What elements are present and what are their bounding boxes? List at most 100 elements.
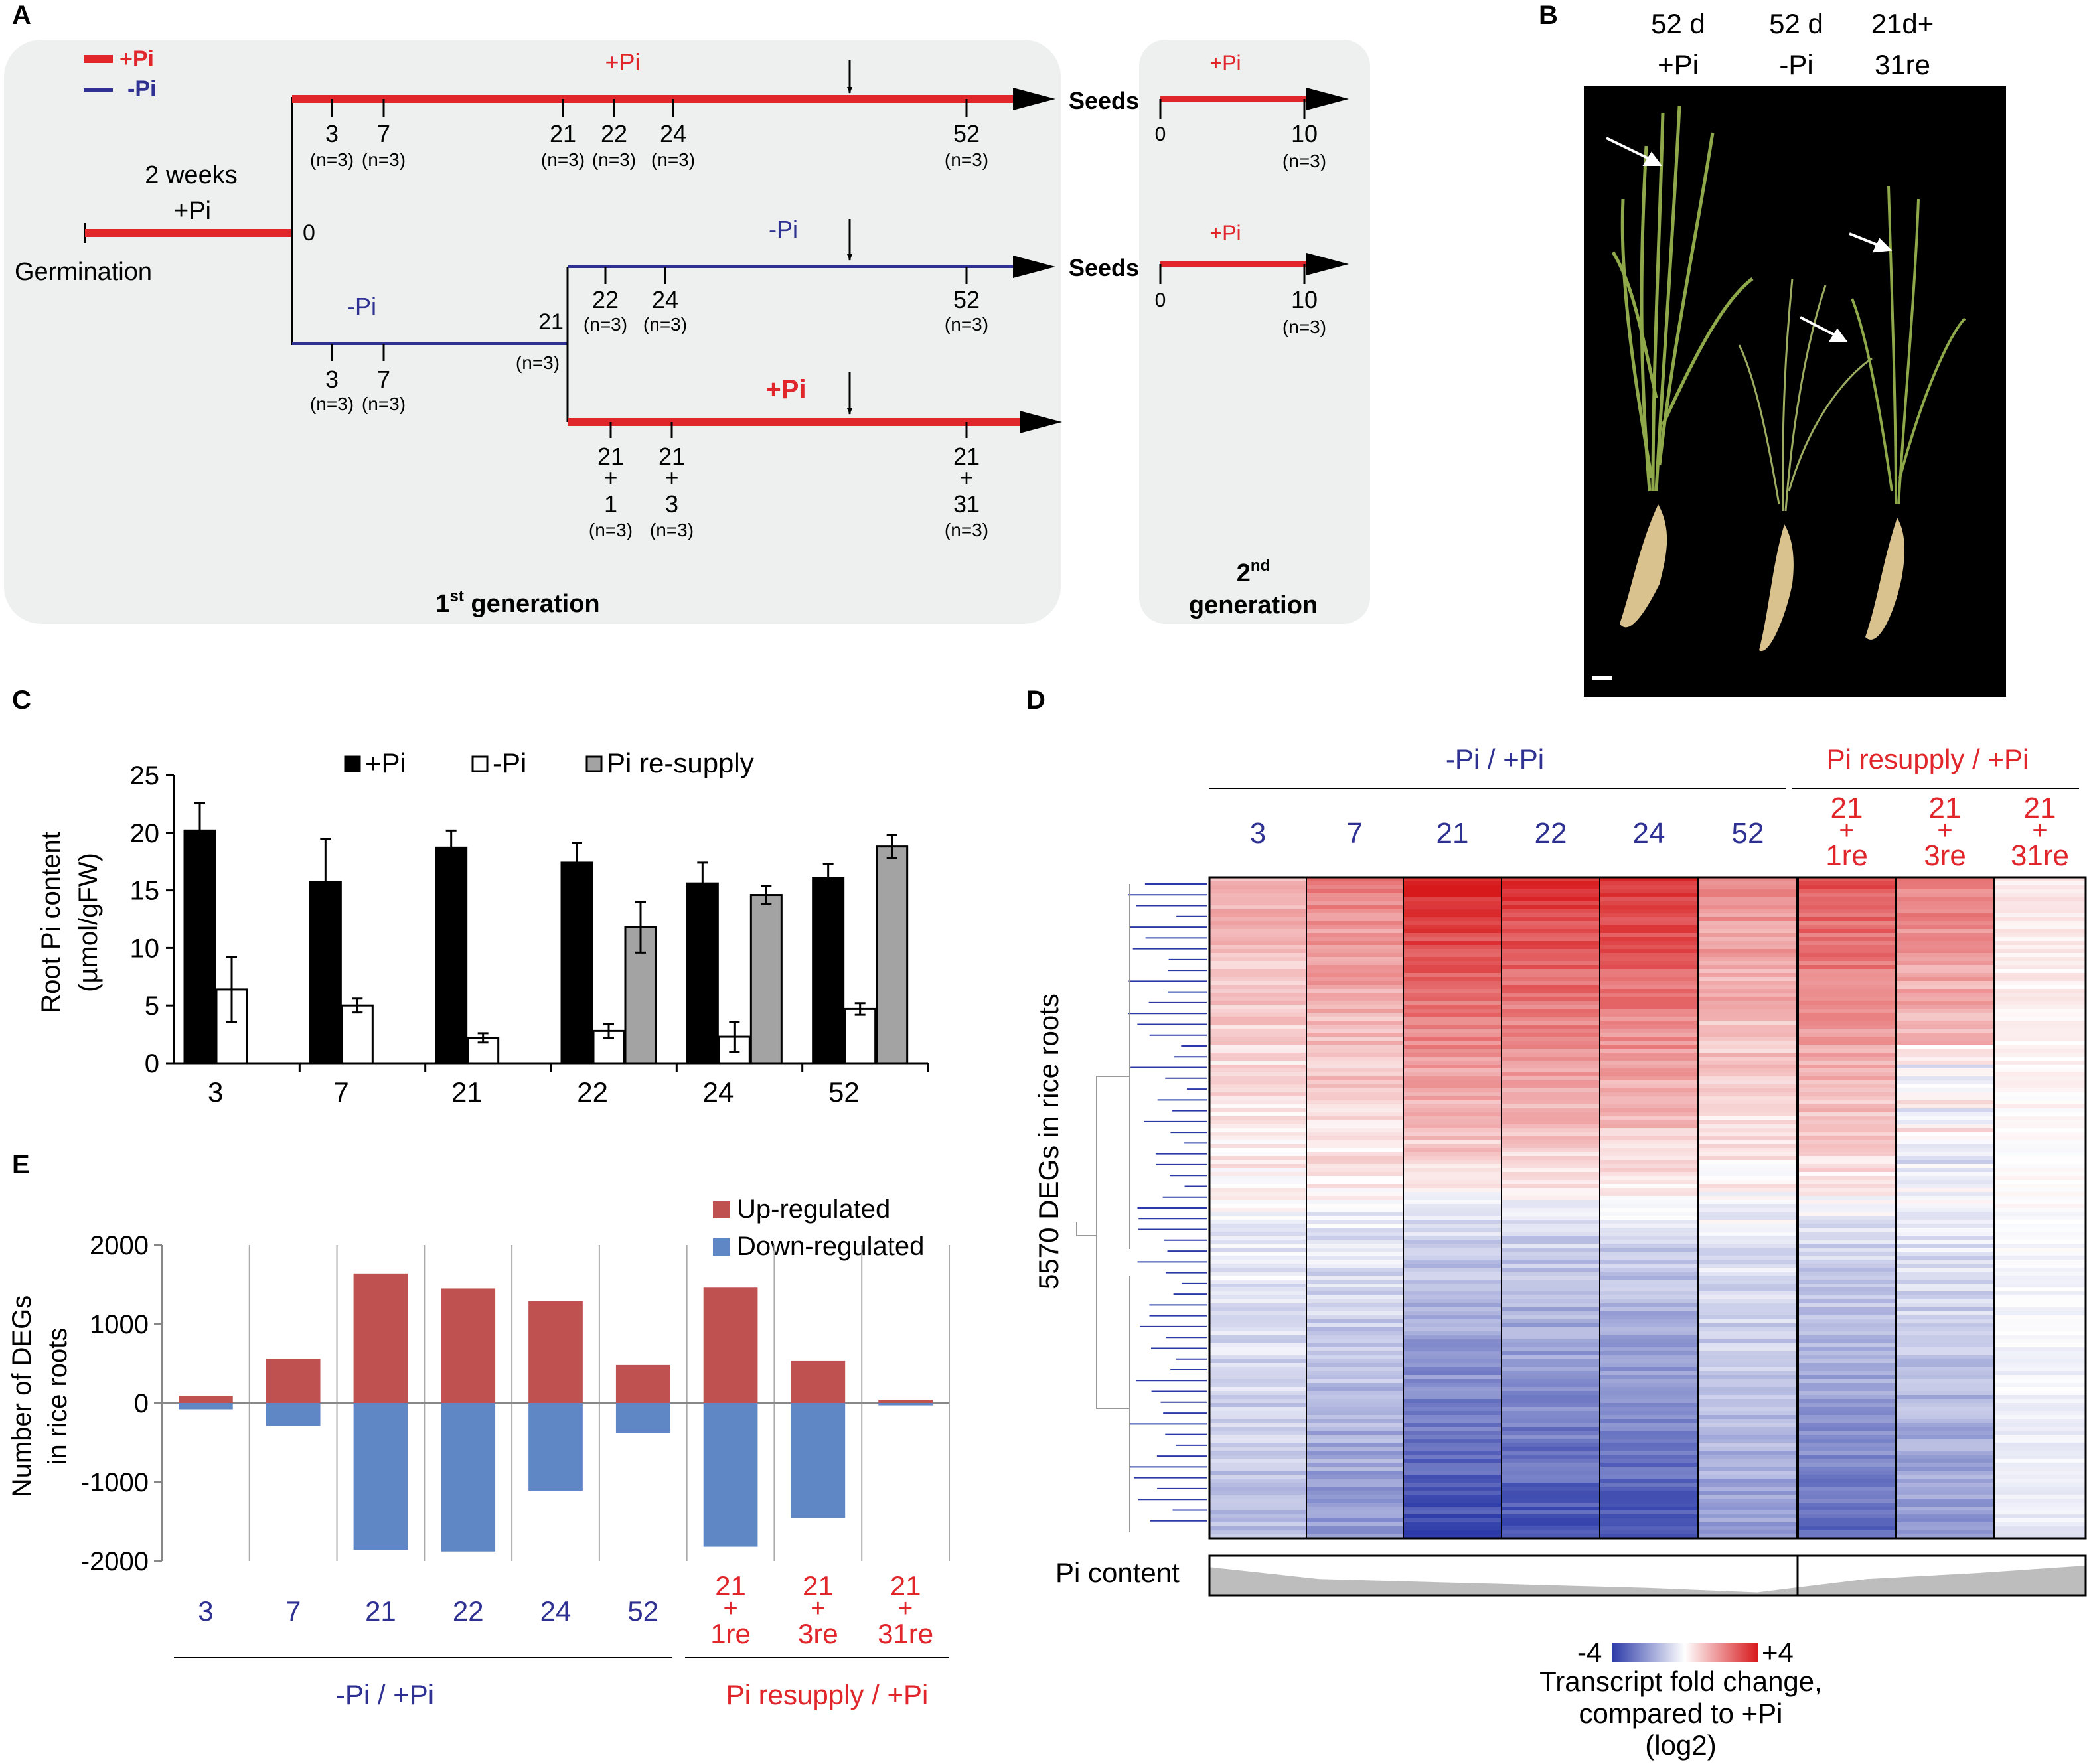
heatmap-cell <box>1209 1530 1307 1535</box>
heatmap-cell <box>1896 889 1995 894</box>
d-column-label: 1re <box>1825 840 1868 872</box>
heatmap-cell <box>1798 889 1897 894</box>
heatmap-cell <box>1698 1307 1798 1312</box>
heatmap-cell <box>1896 957 1995 962</box>
heatmap-cell <box>1306 1124 1404 1129</box>
heatmap-cell <box>1994 945 2086 950</box>
heatmap-cell <box>1698 1108 1798 1113</box>
heatmap-cell <box>1600 1192 1699 1197</box>
heatmap-cell <box>1209 909 1307 914</box>
e-bar <box>266 1359 321 1403</box>
heatmap-cell <box>1896 1128 1995 1133</box>
heatmap-cell <box>1600 1029 1699 1033</box>
heatmap-cell <box>1403 1447 1502 1451</box>
heatmap-cell <box>1798 1319 1897 1324</box>
heatmap-cell <box>1209 1228 1307 1232</box>
heatmap-cell <box>1209 1204 1307 1209</box>
heatmap-cell <box>1994 1033 2086 1037</box>
heatmap-cell <box>1896 1407 1995 1412</box>
heatmap-cell <box>1698 1522 1798 1527</box>
heatmap-cell <box>1306 1228 1404 1232</box>
heatmap-cell <box>1600 1479 1699 1483</box>
heatmap-cell <box>1209 1025 1307 1029</box>
heatmap-cell <box>1896 1076 1995 1081</box>
heatmap-cell <box>1798 1224 1897 1228</box>
heatmap-cell <box>1600 1443 1699 1447</box>
heatmap-cell <box>1896 1068 1995 1073</box>
heatmap-cell <box>1306 1379 1404 1384</box>
heatmap-cell <box>1209 1232 1307 1236</box>
gen2-bottom-zero: 0 <box>1155 289 1166 311</box>
heatmap-cell <box>1994 1443 2086 1447</box>
heatmap-cell <box>1306 901 1404 906</box>
heatmap-cell <box>1798 877 1897 882</box>
heatmap-cell <box>1994 1196 2086 1201</box>
heatmap-cell <box>1306 1156 1404 1161</box>
heatmap-cell <box>1798 945 1897 950</box>
heatmap-cell <box>1600 1387 1699 1392</box>
heatmap-cell <box>1698 1017 1798 1021</box>
heatmap-cell <box>1600 1232 1699 1236</box>
heatmap-cell <box>1306 1025 1404 1029</box>
heatmap-cell <box>1403 1383 1502 1388</box>
heatmap-cell <box>1798 1100 1897 1105</box>
heatmap-cell <box>1896 1232 1995 1236</box>
heatmap-cell <box>1403 953 1502 958</box>
heatmap-cell <box>1209 1017 1307 1021</box>
heatmap-cell <box>1798 1415 1897 1420</box>
heatmap-cell <box>1502 1192 1600 1197</box>
heatmap-cell <box>1994 1439 2086 1443</box>
heatmap-cell <box>1502 1164 1600 1169</box>
heatmap-cell <box>1600 1228 1699 1232</box>
heatmap-cell <box>1403 1335 1502 1340</box>
heatmap-cell <box>1600 913 1699 918</box>
heatmap-cell <box>1698 1080 1798 1085</box>
heatmap-cell <box>1502 929 1600 934</box>
heatmap-cell <box>1306 893 1404 898</box>
heatmap-cell <box>1698 1204 1798 1209</box>
heatmap-cell <box>1798 1371 1897 1376</box>
tick-n-label: (n=3) <box>362 394 406 414</box>
heatmap-cell <box>1798 1204 1897 1209</box>
heatmap-cell <box>1896 877 1995 882</box>
heatmap-cell <box>1403 1156 1502 1161</box>
heatmap-cell <box>1600 893 1699 898</box>
heatmap-cell <box>1798 981 1897 986</box>
heatmap-cell <box>1698 1407 1798 1412</box>
heatmap-cell <box>1209 1220 1307 1224</box>
e-x-tick-plus: + <box>898 1595 913 1623</box>
heatmap-cell <box>1306 1116 1404 1121</box>
e-bar <box>441 1403 496 1552</box>
heatmap-cell <box>1994 893 2086 898</box>
heatmap-cell <box>1994 1176 2086 1181</box>
e-bar <box>703 1403 758 1547</box>
heatmap-cell <box>1896 1112 1995 1117</box>
heatmap-cell <box>1994 1168 2086 1173</box>
heatmap-cell <box>1994 1319 2086 1324</box>
heatmap-cell <box>1403 1196 1502 1201</box>
heatmap-cell <box>1502 909 1600 914</box>
d-group1-label: -Pi / +Pi <box>1446 743 1544 774</box>
d-column-label: 52 <box>1732 817 1764 849</box>
heatmap-cell <box>1403 1295 1502 1300</box>
heatmap-cell <box>1698 985 1798 990</box>
d-column-label: 21 <box>1929 792 1962 824</box>
c-legend-swatch <box>344 755 361 772</box>
heatmap-cell <box>1896 1447 1995 1451</box>
heatmap-cell <box>1896 1335 1995 1340</box>
heatmap-cell <box>1403 1009 1502 1013</box>
heatmap-cell <box>1306 1240 1404 1244</box>
heatmap-cell <box>1209 1168 1307 1173</box>
heatmap-cell <box>1798 1399 1897 1404</box>
heatmap-cell <box>1502 1009 1600 1013</box>
heatmap-cell <box>1798 1327 1897 1332</box>
heatmap-cell <box>1502 985 1600 990</box>
tick-day-label: 3 <box>325 120 339 147</box>
heatmap-cell <box>1896 1379 1995 1384</box>
heatmap-cell <box>1994 1072 2086 1077</box>
heatmap-cell <box>1209 1518 1307 1523</box>
heatmap-cell <box>1306 1530 1404 1535</box>
first-generation-box <box>4 40 1061 624</box>
heatmap-cell <box>1403 1144 1502 1149</box>
heatmap-cell <box>1306 929 1404 934</box>
